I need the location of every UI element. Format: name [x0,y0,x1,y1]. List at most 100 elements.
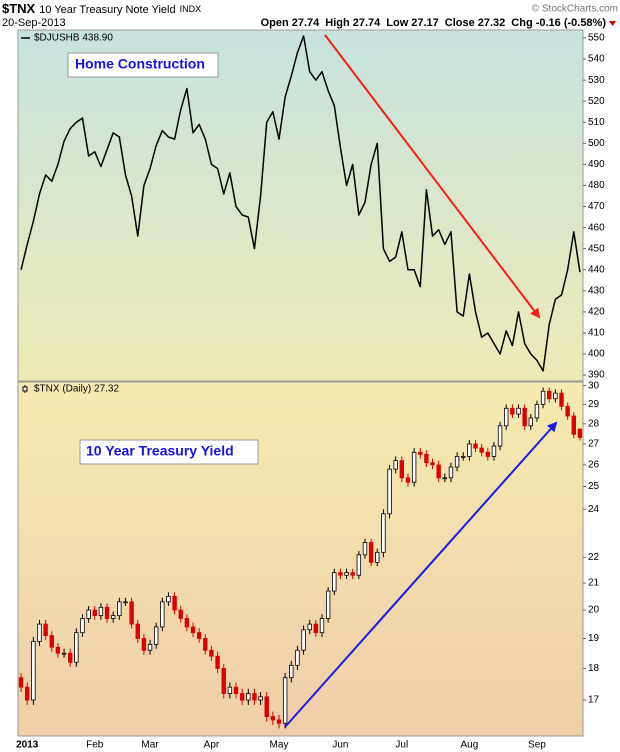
candle-body [393,460,398,470]
candle-body [430,462,435,466]
candle-body [405,477,411,483]
y-tick-label: 440 [588,264,605,275]
candle-body [246,693,251,701]
watermark: © StockCharts.com [532,4,618,15]
quote: Open 27.74 High 27.74 Low 27.17 Close 27.32 Chg -… [261,17,607,29]
security-name: 10 Year Treasury Note Yield [39,4,175,16]
candle-body [399,460,405,479]
candle-body [522,407,527,427]
candle-body [368,542,374,563]
y-tick-label: 530 [588,75,605,86]
quote-value: 27.17 [411,17,439,29]
y-tick-label: 520 [588,96,605,107]
candle-body [129,601,134,625]
y-tick-label: 22 [588,552,600,563]
candle-body [295,649,300,666]
y-tick-label: 18 [588,663,600,674]
candle-body [461,456,466,458]
candle-body [203,638,208,651]
candle-body [577,428,583,438]
candle-body [117,601,122,617]
candle-body [485,451,491,457]
candle-body [534,404,540,419]
candle-body [325,590,331,619]
quote-label: High [325,17,350,29]
candle-body [375,551,380,563]
candle-body [387,468,392,515]
candle-body [344,572,349,576]
candle-body [504,407,509,427]
candle-body [104,606,110,619]
candle-body [332,572,337,592]
candle-body [356,554,362,576]
candle-body [92,609,97,617]
quote-label: Open [261,17,289,29]
candle-body [178,609,183,619]
candle-body [166,596,171,603]
candle-body [497,425,503,447]
quote-value: -0.16 (-0.58%) [536,17,607,29]
annotation-box [79,439,259,465]
candle-body [528,417,533,427]
candle-body [571,415,576,435]
x-tick-label: May [270,740,289,751]
candle-body [227,686,233,694]
y-tick-label: 460 [588,222,605,233]
candle-body [61,652,67,655]
candle-body [258,696,263,701]
x-tick-label: Mar [141,740,159,751]
y-tick-label: 21 [588,578,600,589]
candle-body [442,477,448,480]
candle-body [362,542,368,556]
annotation: 10 Year Treasury Yield [86,443,234,459]
candle-body [123,601,128,604]
exchange: INDX [180,4,202,14]
y-tick-label: 27 [588,439,600,450]
y-tick-label: 410 [588,328,605,339]
y-tick-label: 17 [588,695,600,706]
y-tick-label: 26 [588,460,600,471]
candle-body [141,638,147,651]
candle-body [196,632,202,639]
x-tick-label: Jun [332,740,348,751]
candle-body [31,640,36,701]
candle-body [411,451,417,483]
candle-body [553,392,558,400]
y-tick-label: 30 [588,380,600,391]
candle-body [49,635,54,648]
candle-body [18,677,24,688]
candle-body [565,405,570,417]
candle-body [37,623,42,642]
candle-body [276,719,282,724]
annotation: Home Construction [75,56,205,72]
header-title: $TNX 10 Year Treasury Note Yield INDX [2,1,201,16]
candle-body [233,686,239,694]
candle-body [25,686,30,701]
y-tick-label: 420 [588,307,605,318]
trend-arrow [324,34,541,319]
candle-body [147,643,153,651]
y-tick-label: 550 [588,33,605,44]
y-tick-label: 540 [588,54,605,65]
y-tick-label: 510 [588,117,605,128]
candle-body [80,618,85,634]
y-tick-label: 29 [588,399,600,410]
candle-body [86,609,91,619]
y-tick-label: 20 [588,605,600,616]
x-tick-label: Apr [204,740,220,751]
candle-body [264,696,269,717]
candle-body [381,513,386,553]
y-tick-label: 400 [588,349,605,360]
candle-body [172,596,177,611]
candle-body [313,623,319,634]
candle-body [559,392,564,407]
candle-body [190,626,196,634]
x-tick-label: Jul [395,740,408,751]
candle-body [239,693,245,701]
y-tick-label: 490 [588,159,605,170]
x-tick-label: Sep [528,740,546,751]
quote-label: Close [445,17,475,29]
y-tick-label: 28 [588,419,600,430]
y-tick-label: 390 [588,370,605,381]
x-tick-label: Aug [460,740,478,751]
